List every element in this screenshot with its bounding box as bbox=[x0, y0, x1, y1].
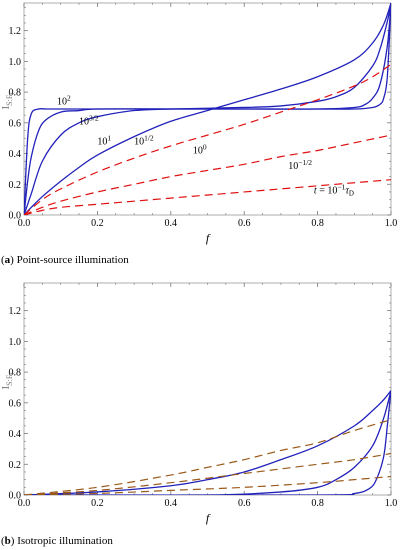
y-tick-label: 0.0 bbox=[9, 211, 22, 222]
solid-series-line-4 bbox=[24, 3, 391, 215]
y-axis-label: IS:Ff bbox=[0, 372, 16, 390]
solid-series-line-1 bbox=[24, 390, 391, 495]
dashed-series-line-5 bbox=[24, 63, 391, 215]
x-tick-label: 1.0 bbox=[385, 498, 398, 509]
dashed-series-line-5 bbox=[24, 452, 391, 495]
chart-panel-b: 0.0 0.2 0.4 0.6 0.8 1.0 0.0 0.2 0.4 0.6 0.8 1.0 1.2 f… bbox=[0, 282, 398, 547]
solid-series-line-3 bbox=[24, 3, 391, 215]
figure-caption: (a) Point-source illumination bbox=[1, 254, 129, 266]
y-tick-label: 0.8 bbox=[9, 88, 22, 99]
dashed-series-line-6 bbox=[24, 475, 391, 495]
y-tick-label: 1.0 bbox=[9, 337, 22, 348]
curve-label-4: 101/2 bbox=[134, 133, 154, 147]
curve-label-1: 102 bbox=[57, 93, 71, 107]
y-tick-label: 1.2 bbox=[9, 26, 22, 37]
solid-series-line-2 bbox=[24, 390, 391, 495]
x-tick-label: 0.4 bbox=[165, 498, 178, 509]
y-axis-label: IS:Ff bbox=[0, 92, 16, 110]
curve-label-3: 101 bbox=[97, 133, 111, 147]
x-tick-label: 0.0 bbox=[18, 498, 31, 509]
y-axis-label-text: IS:Ff bbox=[0, 92, 16, 110]
dashed-series-line-4 bbox=[24, 419, 391, 495]
curve-label-7: t = 10−1τD bbox=[314, 182, 354, 197]
x-tick-label: 0.0 bbox=[18, 218, 31, 229]
solid-series-line-3 bbox=[24, 390, 391, 495]
y-tick-label: 0.6 bbox=[9, 398, 22, 409]
y-tick-label: 0.8 bbox=[9, 368, 22, 379]
x-axis-label: f bbox=[206, 231, 211, 245]
y-tick-label: 1.0 bbox=[9, 57, 22, 68]
x-tick-label: 0.6 bbox=[238, 218, 251, 229]
y-tick-label: 0.6 bbox=[9, 118, 22, 129]
x-tick-label: 0.2 bbox=[91, 218, 104, 229]
y-tick-label: 0.2 bbox=[9, 180, 22, 191]
y-tick-label: 0.4 bbox=[9, 429, 22, 440]
y-tick-label: 0.4 bbox=[9, 149, 22, 160]
y-tick-label: 0.2 bbox=[9, 460, 22, 471]
x-tick-label: 1.0 bbox=[385, 218, 398, 229]
dashed-series-line-6 bbox=[24, 134, 391, 215]
curve-label-2: 103/2 bbox=[79, 113, 99, 127]
x-tick-label: 0.8 bbox=[311, 498, 324, 509]
x-tick-label: 0.4 bbox=[165, 218, 178, 229]
x-tick-label: 0.8 bbox=[311, 218, 324, 229]
curve-label-5: 100 bbox=[193, 143, 207, 157]
x-tick-label: 0.6 bbox=[238, 498, 251, 509]
x-axis-label: f bbox=[206, 511, 211, 525]
plot-frame bbox=[23, 282, 392, 496]
y-tick-label: 1.2 bbox=[9, 306, 22, 317]
chart-panel-a: 0.0 0.2 0.4 0.6 0.8 1.0 0.0 0.2 0.4 0.6 0.8 1.0 1.2 1… bbox=[0, 2, 398, 266]
figure-caption: (b) Isotropic illumination bbox=[1, 535, 113, 547]
curve-label-6: 10−1/2 bbox=[288, 158, 312, 172]
x-tick-label: 0.2 bbox=[91, 498, 104, 509]
y-tick-label: 0.0 bbox=[9, 491, 22, 502]
y-axis-label-text: IS:Ff bbox=[0, 372, 16, 390]
